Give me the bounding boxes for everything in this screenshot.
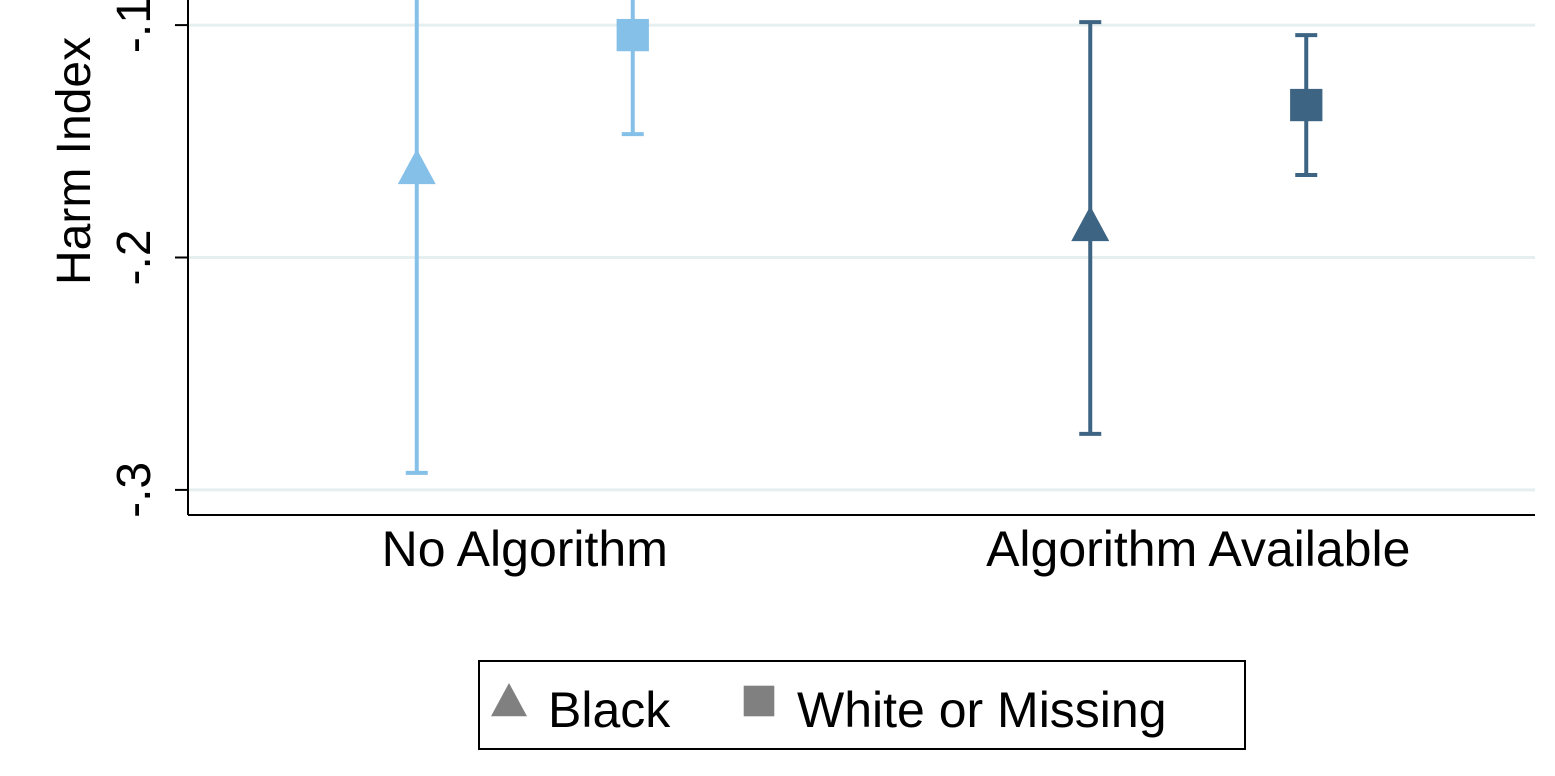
legend-item: Black (491, 682, 671, 738)
y-tick-label: -.2 (108, 229, 161, 285)
legend (478, 660, 1246, 750)
y-axis-title: Harm Index (48, 37, 101, 285)
legend-marker (491, 683, 527, 717)
legend-label: White or Missing (797, 682, 1167, 738)
legend-label: Black (548, 682, 671, 738)
x-tick-label: No Algorithm (382, 521, 668, 577)
point (1071, 205, 1110, 242)
point (616, 18, 649, 52)
y-tick-label: -.1 (108, 0, 161, 53)
legend-marker (743, 685, 775, 717)
point (1290, 88, 1323, 122)
legend-item: White or Missing (743, 682, 1167, 738)
point (397, 149, 436, 185)
plot-area (188, 0, 1535, 492)
x-tick-label: Algorithm Available (986, 521, 1410, 577)
y-tick-label: -.3 (108, 462, 161, 518)
